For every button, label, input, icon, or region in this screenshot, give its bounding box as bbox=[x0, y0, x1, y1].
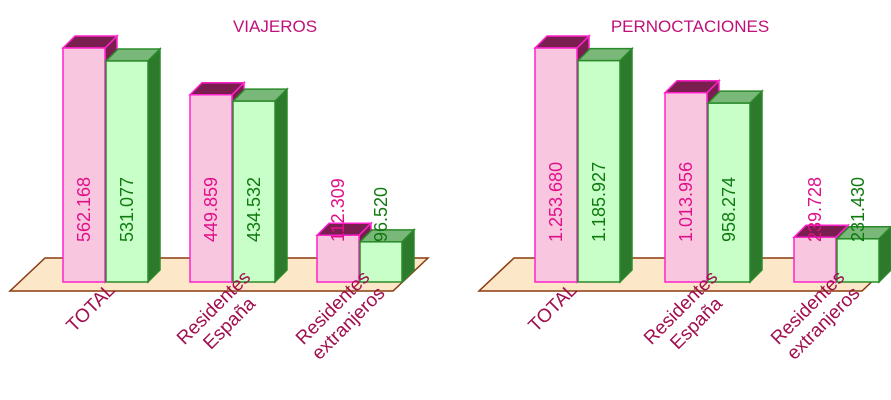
value-label: 958.274 bbox=[719, 177, 739, 242]
bar-2-2 bbox=[706, 89, 764, 284]
bar-2-3 bbox=[835, 225, 891, 284]
bar-front bbox=[316, 234, 360, 283]
bar-2-1 bbox=[576, 46, 634, 284]
bar-side bbox=[274, 87, 288, 284]
bar-front bbox=[359, 241, 403, 283]
value-label: 434.532 bbox=[244, 177, 264, 242]
chart-title: PERNOCTACIONES bbox=[611, 17, 769, 36]
chart-viajeros: VIAJEROS 562.168 531.077 449.859 434.532 112.… bbox=[8, 17, 430, 364]
value-label: 1.013.956 bbox=[676, 162, 696, 242]
bar-2-2 bbox=[231, 87, 289, 284]
bar-front bbox=[62, 47, 106, 283]
bar-2-1 bbox=[104, 47, 162, 284]
bar-front bbox=[664, 91, 708, 283]
bar-front bbox=[105, 60, 149, 283]
value-label: 239.728 bbox=[805, 177, 825, 242]
bar-front bbox=[836, 238, 880, 283]
bar-front bbox=[232, 100, 276, 283]
value-label: 1.185.927 bbox=[589, 162, 609, 242]
value-label: 112.309 bbox=[328, 178, 348, 242]
bar-front bbox=[189, 93, 233, 283]
bar-side bbox=[749, 89, 763, 284]
bar-front bbox=[577, 59, 621, 283]
bar-1-3 bbox=[315, 221, 373, 284]
value-label: 231.430 bbox=[848, 177, 868, 242]
value-label: 449.859 bbox=[201, 177, 221, 242]
value-label: 562.168 bbox=[74, 177, 94, 242]
value-label: 531.077 bbox=[117, 177, 137, 242]
bar-side bbox=[147, 47, 161, 284]
value-label: 96.520 bbox=[371, 187, 391, 242]
bar-front bbox=[793, 236, 837, 283]
chart-pernoctaciones: PERNOCTACIONES 1.253.680 1.185.927 1.013.95… bbox=[477, 17, 891, 364]
bar-2-3 bbox=[358, 228, 416, 284]
value-label: 1.253.680 bbox=[546, 162, 566, 242]
chart-title: VIAJEROS bbox=[233, 17, 317, 36]
bar-side bbox=[619, 46, 633, 284]
bar-front bbox=[707, 102, 751, 283]
bar-front bbox=[534, 47, 578, 283]
